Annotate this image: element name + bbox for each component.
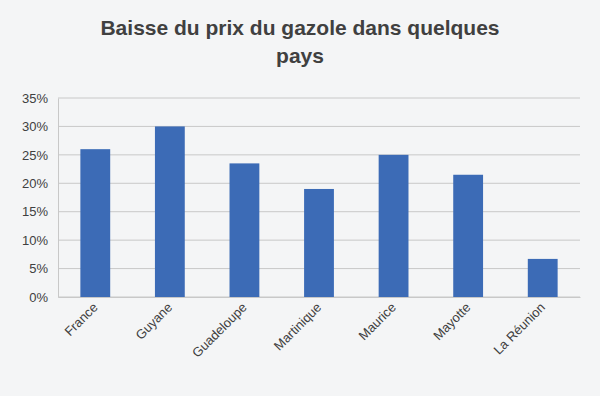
grid — [58, 98, 580, 297]
y-tick: 20% — [22, 176, 58, 191]
bar — [528, 259, 558, 297]
background — [0, 0, 600, 396]
x-tick-label: Maurice — [356, 300, 399, 343]
bar — [230, 163, 260, 297]
x-tick: Maurice — [356, 297, 399, 343]
y-tick-label: 5% — [29, 261, 48, 276]
x-tick: Martinique — [271, 297, 325, 353]
y-tick: 35% — [22, 91, 58, 106]
bars — [80, 126, 557, 297]
x-tick-label: Martinique — [271, 300, 325, 354]
x-tick: La Réunion — [490, 297, 548, 357]
x-tick: Guyane — [132, 297, 175, 343]
y-tick-label: 10% — [22, 233, 48, 248]
y-tick: 10% — [22, 233, 58, 248]
x-tick-label: La Réunion — [490, 300, 548, 358]
y-tick-label: 0% — [29, 290, 48, 305]
y-tick: 30% — [22, 119, 58, 134]
title: Baisse du prix du gazole dans quelquespa… — [100, 16, 499, 67]
y-tick: 25% — [22, 148, 58, 163]
x-tick: Guadeloupe — [189, 297, 250, 360]
x-tick: Mayotte — [430, 297, 473, 343]
grid-line — [58, 126, 580, 127]
x-tick-label: Guadeloupe — [189, 300, 250, 361]
x-tick-label: Guyane — [132, 300, 175, 343]
y-tick-label: 35% — [22, 91, 48, 106]
chart: Baisse du prix du gazole dans quelquespa… — [0, 0, 600, 396]
bar — [304, 189, 334, 297]
x-tick: France — [61, 297, 100, 339]
y-tick-label: 30% — [22, 119, 48, 134]
x-tick-label: France — [61, 300, 100, 339]
y-tick: 15% — [22, 204, 58, 219]
plot: 0% 5% 10% 15% 20% 25% 30% 35% France Guyane Guadel… — [22, 91, 581, 361]
bar — [80, 149, 110, 297]
y-tick: 0% — [29, 290, 58, 305]
y-tick-label: 15% — [22, 204, 48, 219]
x-tick-label: Mayotte — [430, 300, 473, 343]
y-tick-label: 20% — [22, 176, 48, 191]
bar — [155, 126, 185, 297]
y-axis: 0% 5% 10% 15% 20% 25% 30% 35% — [22, 91, 59, 305]
y-tick-label: 25% — [22, 148, 48, 163]
grid-line — [58, 154, 580, 155]
bar — [453, 175, 483, 297]
x-axis: France Guyane Guadeloupe Martinique Maurice M… — [59, 297, 581, 360]
grid-line — [58, 98, 580, 99]
y-axis-line — [58, 99, 59, 298]
x-axis-line — [59, 297, 581, 298]
grid-line — [58, 183, 580, 184]
bar — [379, 155, 409, 297]
y-tick: 5% — [29, 261, 58, 276]
